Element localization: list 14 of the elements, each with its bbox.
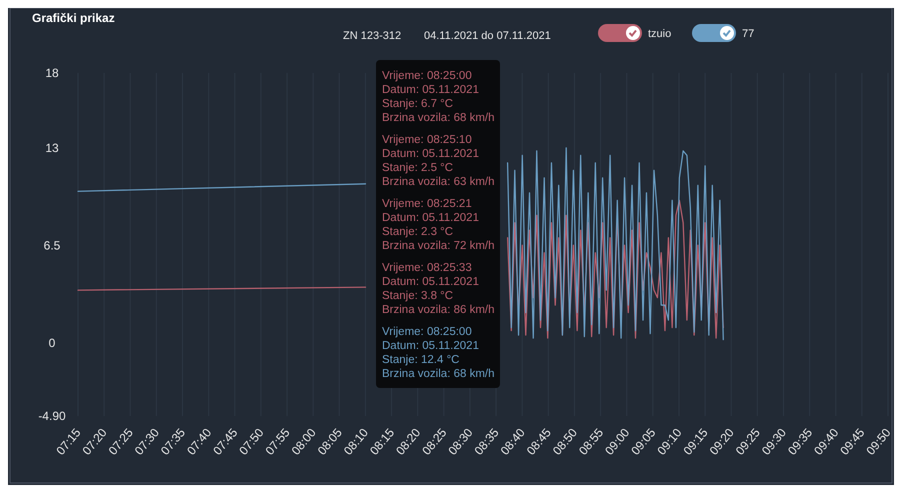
- legend-label: tzuio: [648, 28, 672, 40]
- annotation: Vrijeme: 08:25:21 Datum: 05.11.2021 Stanje: 2.3 °C Brzina vozila: 72 km/h: [382, 198, 494, 252]
- y-tick-label: 0: [48, 336, 56, 350]
- y-tick-label: 13: [45, 141, 59, 156]
- text: ZN 123-312 04.11.2021 do 07.11.2021: [343, 30, 551, 42]
- y-tick-label: 18: [45, 66, 59, 80]
- annotation: Vrijeme: 08:25:10 Datum: 05.11.2021 Stanje: 2.5 °C Brzina vozila: 63 km/h: [382, 134, 494, 188]
- annotation: Vrijeme: 08:25:00 Datum: 05.11.2021 Stanje: 6.7 °C Brzina vozila: 68 km/h: [382, 70, 494, 124]
- y-tick-label: 6.5: [44, 238, 61, 252]
- annotation: Vrijeme: 08:25:00 Datum: 05.11.2021 Stanje: 12.4 °C Brzina vozila: 68 km/h: [382, 326, 494, 380]
- annotation: Vrijeme: 08:25:33 Datum: 05.11.2021 Stanje: 3.8 °C Brzina vozila: 86 km/h: [382, 262, 494, 316]
- legend-label: 77: [742, 28, 754, 40]
- chart-title: Grafički prikaz: [32, 11, 115, 25]
- y-tick-label: -4.90: [38, 409, 66, 424]
